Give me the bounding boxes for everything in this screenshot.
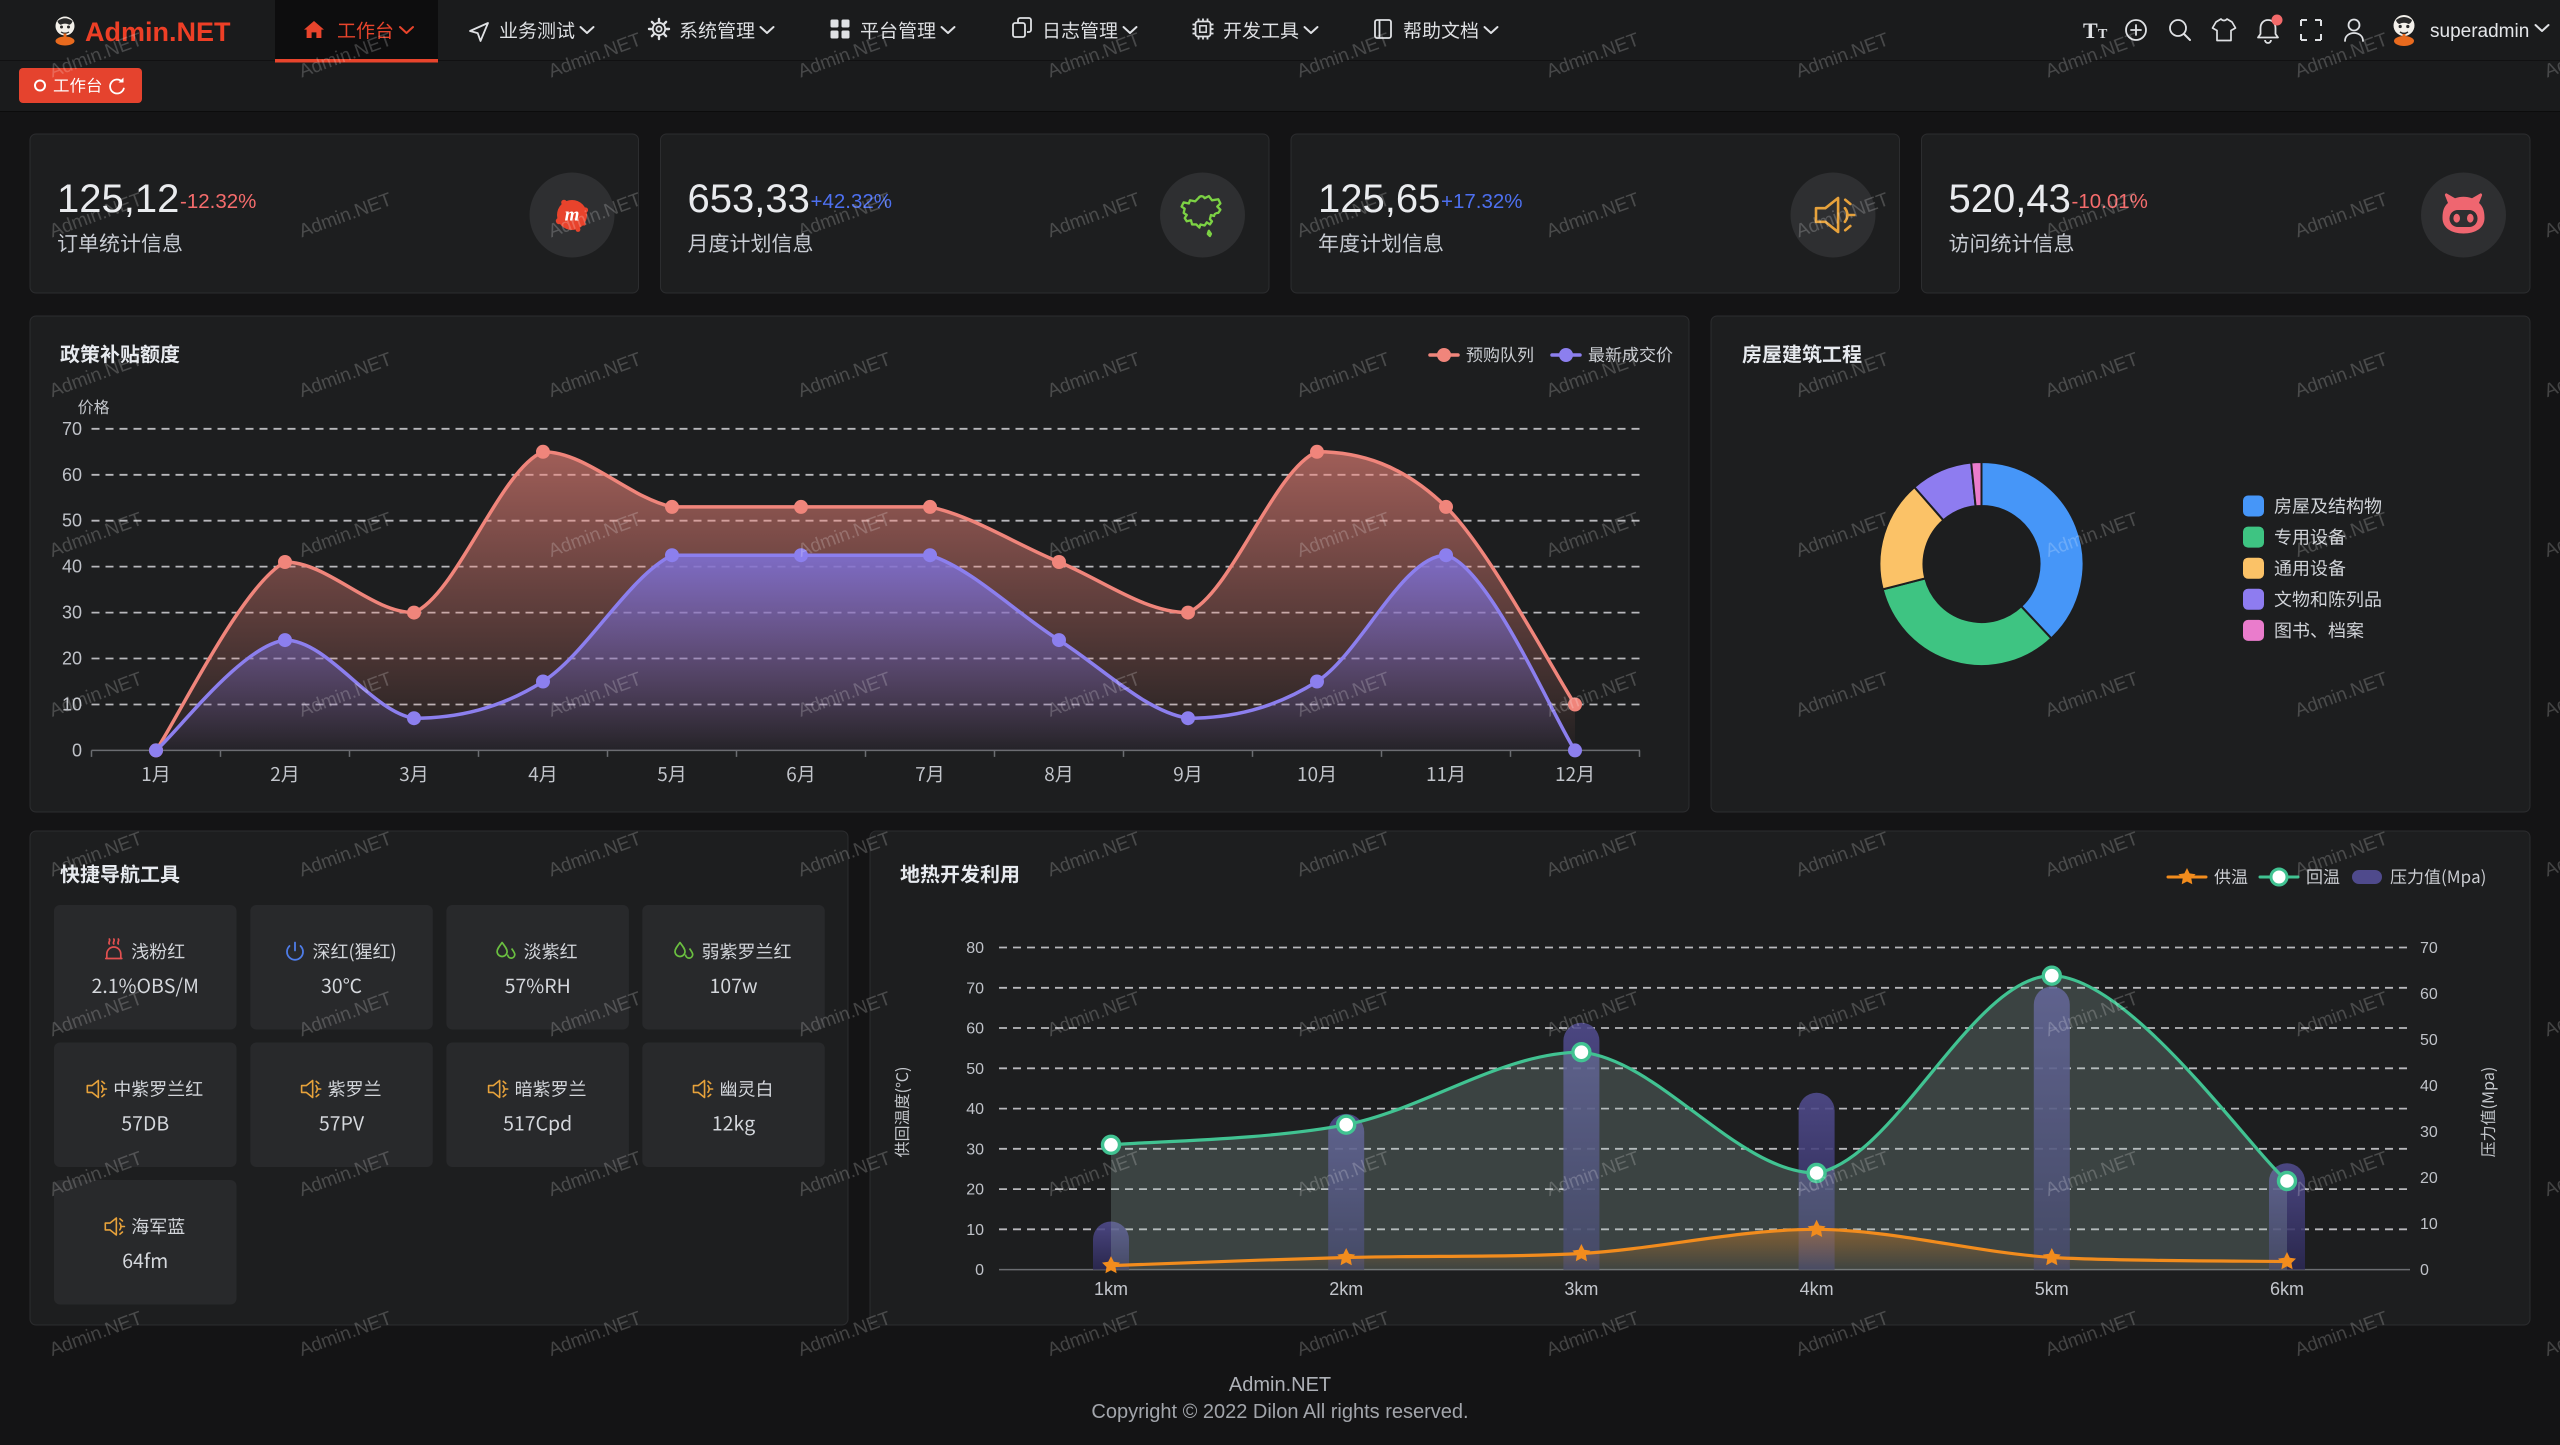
svg-text:30: 30 (966, 1141, 984, 1158)
svg-text:T: T (2083, 18, 2098, 43)
svg-text:40: 40 (62, 557, 82, 577)
svg-text:-12.32%: -12.32% (180, 190, 256, 213)
svg-text:m: m (565, 205, 580, 226)
svg-text:Admin.NET: Admin.NET (85, 17, 231, 47)
svg-text:50: 50 (2420, 1032, 2438, 1049)
svg-text:50: 50 (966, 1061, 984, 1078)
svg-text:T: T (2098, 27, 2108, 42)
svg-text:60: 60 (62, 465, 82, 485)
svg-text:2km: 2km (1329, 1279, 1363, 1299)
svg-text:+17.32%: +17.32% (1441, 190, 1523, 213)
svg-text:0: 0 (72, 740, 82, 760)
svg-text:60: 60 (966, 1021, 984, 1038)
svg-text:70: 70 (966, 980, 984, 997)
svg-text:50: 50 (62, 511, 82, 531)
svg-text:10: 10 (966, 1222, 984, 1239)
svg-text:5km: 5km (2035, 1279, 2069, 1299)
svg-text:1km: 1km (1094, 1279, 1128, 1299)
svg-text:125,12: 125,12 (57, 177, 179, 221)
svg-text:30: 30 (2420, 1124, 2438, 1141)
svg-text:0: 0 (2420, 1262, 2429, 1279)
svg-text:Admin.NET: Admin.NET (1229, 1374, 1331, 1396)
svg-text:0: 0 (975, 1262, 984, 1279)
svg-text:20: 20 (62, 649, 82, 669)
svg-text:+42.32%: +42.32% (811, 190, 893, 213)
svg-text:80: 80 (966, 940, 984, 957)
svg-text:20: 20 (2420, 1170, 2438, 1187)
svg-text:10: 10 (62, 695, 82, 715)
svg-text:40: 40 (2420, 1078, 2438, 1095)
svg-text:-10.01%: -10.01% (2072, 190, 2148, 213)
svg-text:653,33: 653,33 (688, 177, 810, 221)
svg-text:125,65: 125,65 (1318, 177, 1440, 221)
svg-text:10: 10 (2420, 1216, 2438, 1233)
svg-text:70: 70 (62, 419, 82, 439)
svg-text:4km: 4km (1800, 1279, 1834, 1299)
svg-text:6km: 6km (2270, 1279, 2304, 1299)
svg-text:520,43: 520,43 (1949, 177, 2071, 221)
svg-text:superadmin: superadmin (2430, 21, 2529, 42)
svg-text:40: 40 (966, 1101, 984, 1118)
svg-text:70: 70 (2420, 940, 2438, 957)
svg-text:30: 30 (62, 603, 82, 623)
svg-text:Copyright © 2022 Dilon All rig: Copyright © 2022 Dilon All rights reserv… (1091, 1401, 1468, 1423)
svg-text:3km: 3km (1564, 1279, 1598, 1299)
svg-text:60: 60 (2420, 986, 2438, 1003)
svg-text:20: 20 (966, 1182, 984, 1199)
